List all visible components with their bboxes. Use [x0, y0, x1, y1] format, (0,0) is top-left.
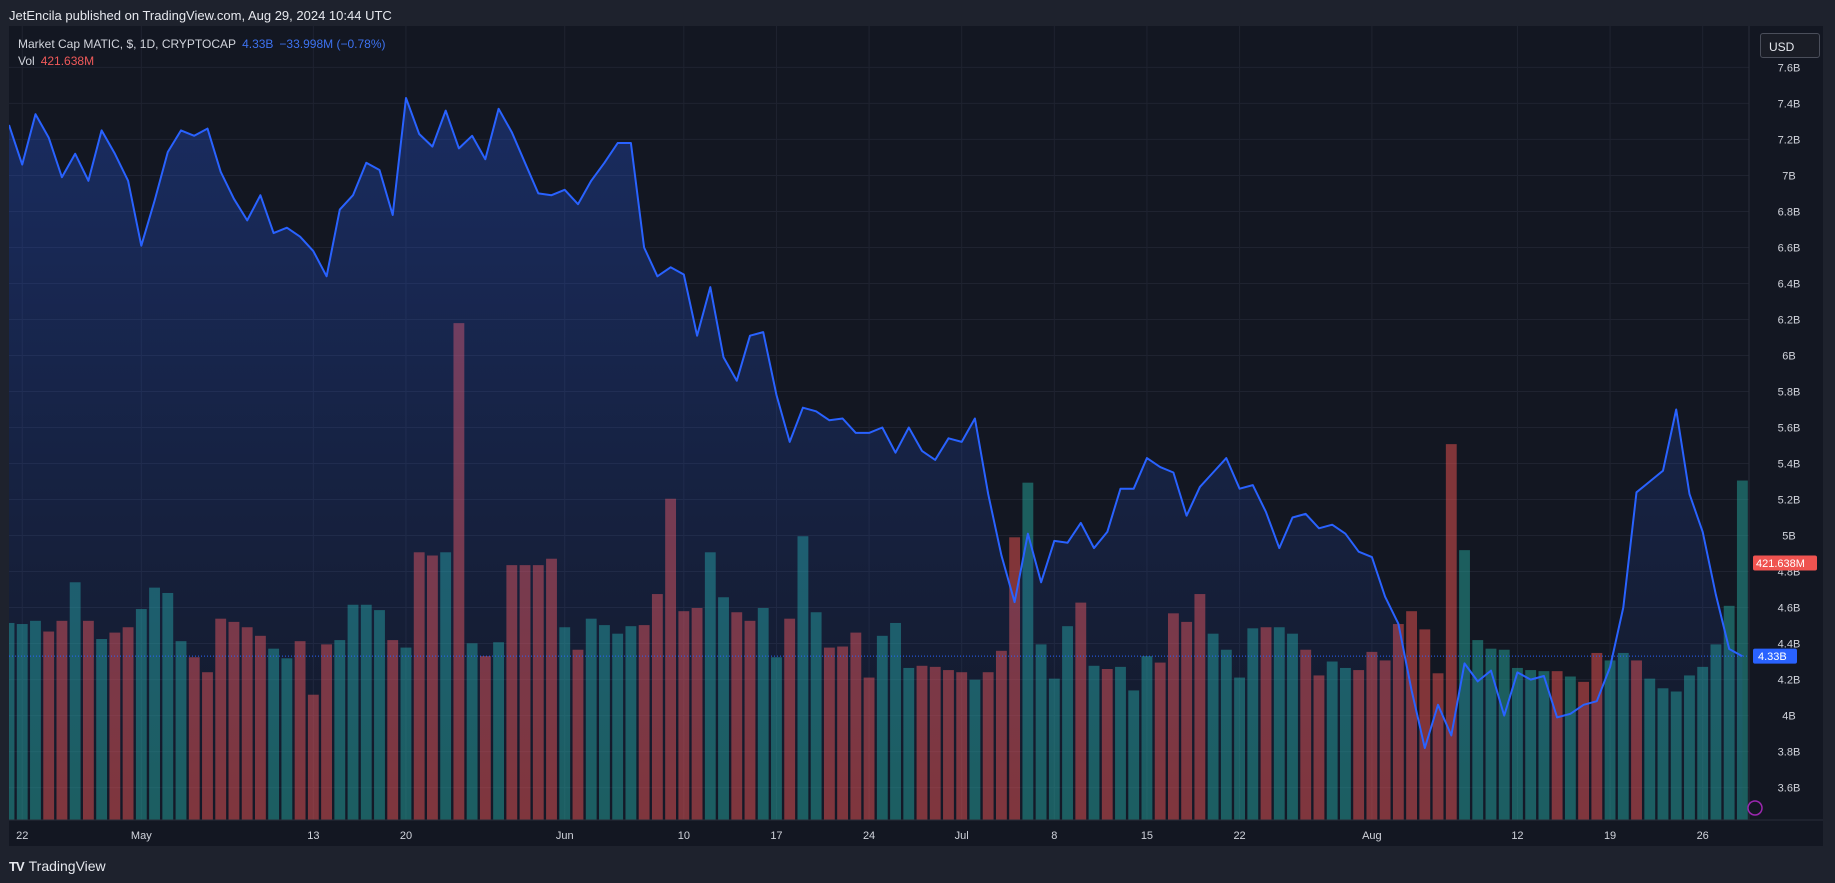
y-tick-label: 7.4B	[1778, 98, 1801, 110]
chart-frame[interactable]: 7.6B 7.4B 7.2B 7B 6.8B 6.6B 6.4B 6.2B 6B 5.8B 5.6B…	[3, 26, 1835, 846]
x-tick-label: 19	[1604, 830, 1616, 842]
x-tick-label: Jul	[955, 830, 969, 842]
currency-selector-button[interactable]: USD	[1760, 33, 1820, 58]
x-tick-label: 24	[863, 830, 875, 842]
volume-bar	[1445, 444, 1457, 820]
y-tick-label: 6.8B	[1778, 206, 1801, 218]
x-tick-label: 22	[16, 830, 28, 842]
price-area-fill	[9, 98, 1743, 820]
x-tick-label: 17	[770, 830, 782, 842]
vol-badge-bg	[1753, 555, 1817, 571]
x-tick-label: 10	[678, 830, 690, 842]
y-tick-label: 7B	[1782, 170, 1795, 182]
y-tick-label: 6.2B	[1778, 314, 1801, 326]
y-tick-label: 5.4B	[1778, 459, 1801, 471]
y-tick-label: 7.2B	[1778, 134, 1801, 146]
footer-brand[interactable]: TV TradingView	[9, 858, 106, 874]
volume-bar	[1736, 480, 1748, 820]
legend-row-volume[interactable]: Vol 421.638M	[18, 52, 386, 69]
y-tick-label: 4.6B	[1778, 603, 1801, 615]
y-tick-label: 3.6B	[1778, 783, 1801, 795]
y-tick-label: 5.2B	[1778, 495, 1801, 507]
y-tick-label: 4.2B	[1778, 675, 1801, 687]
legend-change: −33.998M (−0.78%)	[279, 36, 386, 51]
chart-legend[interactable]: Market Cap MATIC, $, 1D, CRYPTOCAP 4.33B…	[18, 35, 386, 69]
x-tick-label: Jun	[556, 830, 574, 842]
y-tick-label: 3.8B	[1778, 747, 1801, 759]
published-by-text: JetEncila published on TradingView.com, …	[9, 8, 392, 23]
y-tick-label: 6.6B	[1778, 242, 1801, 254]
volume-bar	[3, 622, 15, 820]
time-axis-panel[interactable]	[9, 820, 1823, 846]
x-tick-label: 26	[1697, 830, 1709, 842]
y-tick-label: 4B	[1782, 711, 1795, 723]
vol-badge: 421.638M	[1756, 558, 1805, 570]
legend-last-value: 4.33B	[242, 36, 274, 51]
legend-vol-label: Vol	[18, 53, 35, 68]
tradingview-logo-icon: TV	[9, 858, 25, 874]
price-badge-bg	[1753, 648, 1797, 664]
y-tick-label: 4.4B	[1778, 639, 1801, 651]
indicator-marker-icon[interactable]	[1747, 800, 1763, 816]
x-tick-label: 12	[1511, 830, 1523, 842]
price-area	[8, 97, 1743, 820]
legend-row-price[interactable]: Market Cap MATIC, $, 1D, CRYPTOCAP 4.33B…	[18, 35, 386, 52]
y-tick-label: 5B	[1782, 531, 1795, 543]
axis-badges: 4.33B 421.638M	[1753, 555, 1817, 664]
price-axis-panel[interactable]	[1749, 26, 1823, 846]
legend-vol-value: 421.638M	[40, 53, 95, 68]
x-tick-label: 20	[400, 830, 412, 842]
price-line	[8, 97, 1743, 749]
x-tick-label: 15	[1141, 830, 1153, 842]
x-tick-label: 13	[307, 830, 319, 842]
y-tick-label: 5.8B	[1778, 386, 1801, 398]
y-tick-label: 6B	[1782, 350, 1795, 362]
volume-bar	[1419, 629, 1431, 820]
x-axis-ticks: 22 May 13 20 Jun 10 17 24 Jul 8 15 22 Aug 12 19 26	[16, 830, 1709, 842]
price-badge: 4.33B	[1758, 651, 1787, 663]
chart-svg[interactable]: 7.6B 7.4B 7.2B 7B 6.8B 6.6B 6.4B 6.2B 6B 5.8B 5.6B…	[3, 26, 1835, 846]
x-tick-label: 8	[1051, 830, 1057, 842]
x-tick-label: May	[131, 830, 152, 842]
y-axis-ticks: 7.6B 7.4B 7.2B 7B 6.8B 6.6B 6.4B 6.2B 6B 5.8B 5.6B…	[1778, 62, 1801, 794]
y-tick-label: 5.6B	[1778, 423, 1801, 435]
x-tick-label: Aug	[1362, 830, 1382, 842]
x-tick-label: 22	[1233, 830, 1245, 842]
legend-symbol: Market Cap MATIC, $, 1D, CRYPTOCAP	[18, 36, 237, 51]
y-tick-label: 6.4B	[1778, 278, 1801, 290]
y-tick-label: 7.6B	[1778, 62, 1801, 74]
footer-brand-name: TradingView	[28, 858, 106, 874]
